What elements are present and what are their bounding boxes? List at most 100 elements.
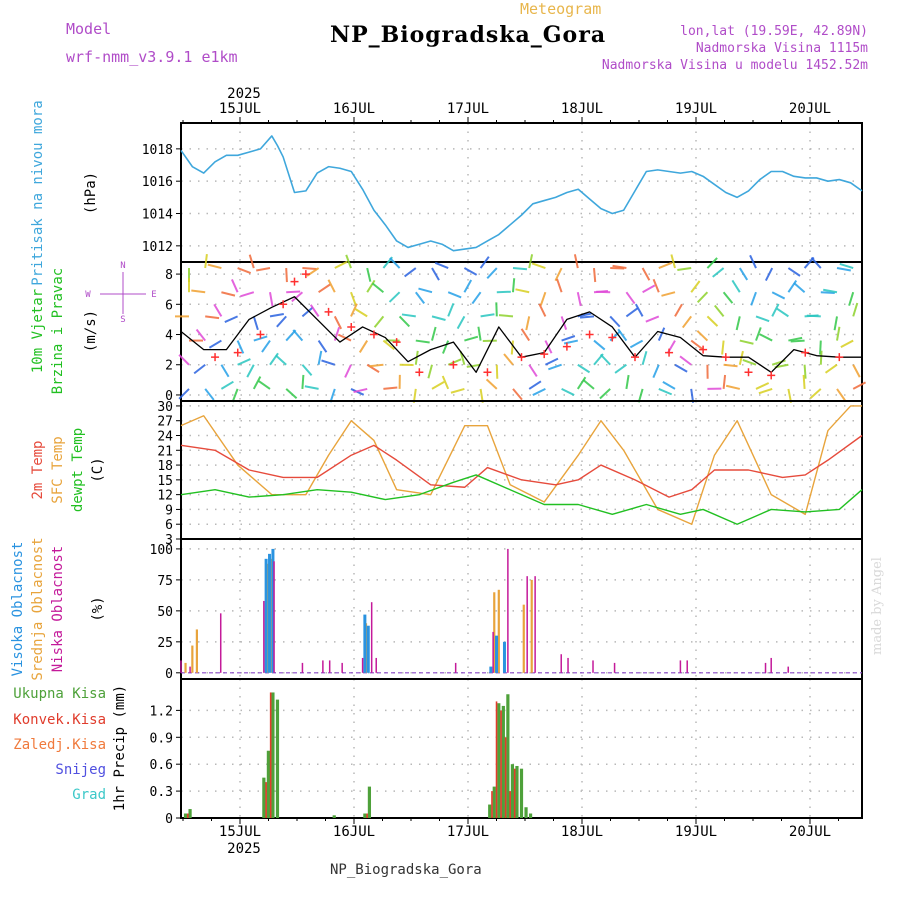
wind-arrow — [371, 282, 385, 293]
wind-arrow — [714, 304, 725, 318]
wind-arrow — [459, 351, 466, 366]
low-cloud-bar — [534, 576, 536, 673]
model-label: Model — [66, 20, 112, 38]
ylabel-sfc: SFC Temp — [50, 436, 66, 503]
wind-arrow — [207, 263, 222, 270]
wind-gust-marker — [483, 368, 492, 377]
wind-arrow — [366, 267, 372, 282]
wind-arrow — [735, 316, 741, 331]
y-tick-label: 27 — [157, 415, 173, 430]
wind-arrow — [755, 315, 770, 323]
wind-arrow — [503, 353, 514, 366]
wind-gust-marker — [631, 353, 639, 362]
y-tick-label: 12 — [157, 489, 173, 504]
wind-arrow — [191, 289, 206, 294]
x-tick-label-bottom: 18JUL — [561, 824, 603, 840]
legend-konvek-kisa: Konvek.Kisa — [13, 712, 106, 728]
wind-arrow — [749, 254, 757, 269]
wind-arrow — [764, 267, 774, 281]
wind-gust-marker — [517, 353, 526, 362]
wind-gust-marker — [211, 353, 220, 362]
wind-arrow — [641, 351, 648, 366]
y-tick-label: 15 — [157, 474, 173, 489]
total-precip-bar — [367, 786, 372, 818]
wind-arrow — [833, 316, 838, 331]
convective-precip-bar — [495, 701, 498, 818]
wind-arrow — [677, 267, 692, 271]
x-tick-label-top: 17JUL — [447, 101, 489, 117]
wind-arrow — [447, 303, 455, 317]
wind-arrow — [205, 315, 220, 320]
ylabel-cloud-unit: (%) — [90, 596, 106, 621]
total-precip-bar — [510, 764, 515, 818]
wind-gust-marker — [721, 353, 730, 362]
convective-precip-bar — [265, 782, 267, 818]
wind-arrow — [759, 333, 773, 342]
convective-precip-bar — [509, 791, 511, 818]
total-precip-bar — [363, 813, 367, 818]
year-label-bottom: 2025 — [227, 841, 261, 857]
total-precip-bar — [271, 692, 275, 818]
wind-arrow — [350, 291, 357, 306]
ylabel-wind-2: Brzina i Pravac — [50, 268, 66, 394]
total-precip-bar — [332, 815, 336, 818]
wind-arrow — [463, 267, 478, 276]
wind-arrow — [824, 363, 838, 374]
total-precip-bar — [497, 703, 501, 818]
wind-arrow — [629, 339, 644, 349]
wind-arrow — [690, 280, 701, 293]
wind-arrow — [334, 260, 348, 269]
wind-arrow — [178, 354, 190, 366]
wind-arrow — [248, 254, 255, 269]
wind-arrow — [317, 340, 328, 353]
wind-arrow — [246, 364, 255, 378]
wind-gust-marker — [585, 330, 594, 339]
wind-gust-marker — [290, 277, 299, 286]
wind-arrow — [755, 382, 770, 390]
chart-title: NP_Biogradska_Gora — [330, 22, 607, 48]
wind-arrow — [224, 315, 239, 323]
wind-arrow — [738, 267, 749, 281]
wind-arrow — [486, 267, 498, 279]
wind-arrow — [787, 280, 798, 293]
wind-arrow — [252, 316, 259, 331]
compass-north: N — [120, 261, 125, 271]
wind-arrow — [256, 267, 271, 272]
wind-arrow — [809, 388, 822, 400]
y-tick-label: 6 — [165, 298, 173, 313]
x-tick-label-top: 19JUL — [675, 101, 717, 117]
wind-arrow — [431, 326, 437, 341]
wind-arrow — [431, 315, 446, 321]
wind-arrow — [401, 313, 416, 318]
y-tick-label: 8 — [165, 268, 173, 283]
legend-zaledj-kisa: Zaledj.Kisa — [13, 737, 106, 753]
wind-arrow — [366, 279, 376, 293]
wind-arrow — [204, 388, 215, 401]
wind-arrow — [275, 354, 287, 366]
wind-arrow — [301, 306, 314, 318]
wind-arrow — [721, 340, 725, 355]
wind-arrow — [466, 363, 481, 368]
wind-arrow — [276, 315, 287, 328]
wind-arrow — [790, 339, 805, 343]
wind-arrow — [836, 267, 851, 272]
ylabel-low-cloud: Niska Oblacnost — [50, 546, 66, 672]
total-precip-bar — [519, 768, 524, 818]
x-tick-label-bottom: 15JUL — [219, 824, 261, 840]
wind-arrow — [793, 282, 806, 293]
wind-arrow — [427, 364, 433, 379]
wind-arrow — [852, 364, 861, 378]
total-precip-bar — [188, 809, 192, 818]
wind-gust-marker — [608, 333, 617, 342]
wind-arrow — [369, 363, 384, 368]
low-cloud-bar — [560, 654, 562, 673]
wind-arrow — [771, 291, 786, 300]
y-tick-label: 0.6 — [150, 758, 173, 773]
wind-arrow — [544, 357, 559, 366]
wind-arrow — [577, 312, 592, 318]
y-tick-label: 21 — [157, 444, 173, 459]
wind-gust-marker — [835, 353, 844, 362]
ylabel-pressure: Pritisak na nivou mora — [30, 100, 46, 285]
mid-cloud-bar — [497, 589, 500, 673]
